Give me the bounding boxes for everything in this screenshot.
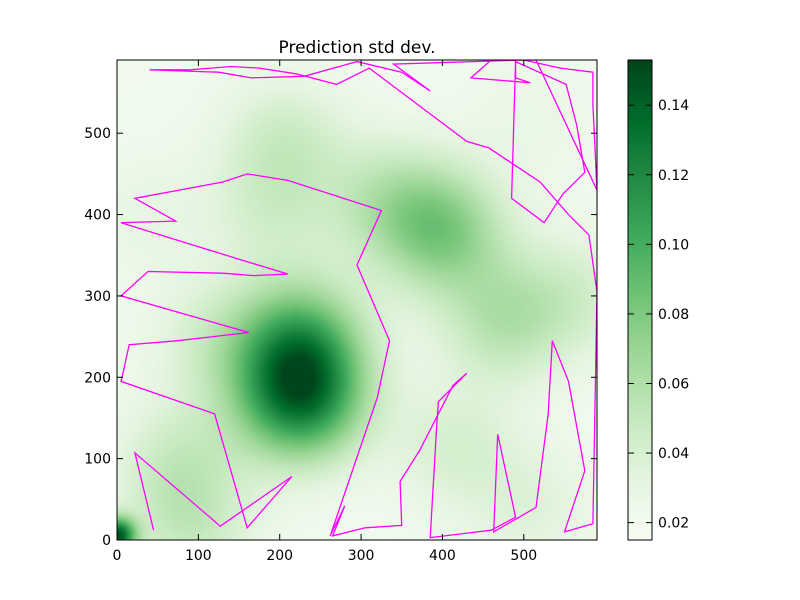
colorbar-tick-label: 0.06	[658, 376, 689, 392]
y-tick-label: 100	[84, 452, 111, 468]
x-tick-label: 300	[348, 548, 375, 564]
y-tick-label: 500	[84, 126, 111, 142]
colorbar-gradient	[628, 60, 652, 540]
plot-frame	[116, 59, 598, 541]
y-tick-label: 400	[84, 208, 111, 224]
chart-title: Prediction std dev.	[279, 38, 436, 58]
y-tick-label: 200	[84, 370, 111, 386]
colorbar-tick-label: 0.02	[658, 516, 689, 532]
x-tick-label: 100	[185, 548, 212, 564]
colorbar-tick-label: 0.04	[658, 446, 689, 462]
y-tick-label: 300	[84, 289, 111, 305]
trajectory-layer	[119, 60, 597, 539]
x-axis: 0 100 200 300 400 500	[113, 60, 537, 564]
trajectory-line	[119, 60, 597, 539]
y-tick-label: 0	[102, 533, 111, 549]
heatmap-image	[117, 60, 597, 540]
colorbar-tick-label: 0.14	[658, 98, 689, 114]
x-tick-label: 500	[510, 548, 537, 564]
x-tick-label: 400	[429, 548, 456, 564]
y-axis: 0 100 200 300 400 500	[84, 126, 597, 549]
colorbar-axis: 0.02 0.04 0.06 0.08 0.10 0.12 0.14	[628, 98, 689, 532]
colorbar-frame	[627, 59, 653, 541]
x-tick-label: 200	[266, 548, 293, 564]
colorbar-tick-label: 0.10	[658, 237, 689, 253]
colorbar-tick-label: 0.08	[658, 307, 689, 323]
colorbar-tick-label: 0.12	[658, 168, 689, 184]
x-tick-label: 0	[113, 548, 122, 564]
